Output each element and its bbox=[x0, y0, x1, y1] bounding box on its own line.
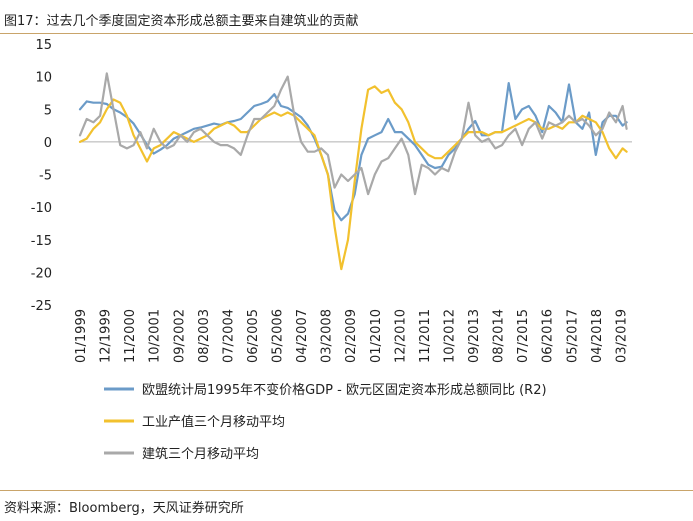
series-line-2 bbox=[78, 85, 628, 271]
x-tick-label: 12/2010 bbox=[393, 309, 408, 363]
x-tick-label: 11/2011 bbox=[418, 309, 433, 363]
x-tick-label: 05/2006 bbox=[270, 309, 285, 363]
x-tick-label: 02/2009 bbox=[344, 309, 359, 363]
line-chart: 15 10 5 0 -5 -10 -15 -20 -25 01/1999 12/1999 11/20… bbox=[31, 38, 632, 462]
x-tick-label: 12/1999 bbox=[99, 309, 114, 363]
x-tick-label: 07/2015 bbox=[516, 309, 531, 363]
x-tick-label: 10/2012 bbox=[442, 309, 457, 363]
x-tick-label: 09/2002 bbox=[172, 309, 187, 363]
x-tick-label: 03/2019 bbox=[614, 309, 629, 363]
y-tick-label: 10 bbox=[35, 71, 52, 86]
y-tick-label: 0 bbox=[44, 136, 52, 151]
y-tick-label: -10 bbox=[31, 201, 52, 216]
x-tick-label: 01/1999 bbox=[74, 309, 89, 363]
x-tick-label: 08/2003 bbox=[197, 309, 212, 363]
y-tick-label: 15 bbox=[35, 38, 52, 53]
legend-label-2: 工业产值三个月移动平均 bbox=[142, 414, 285, 430]
legend-label-3: 建筑三个月移动平均 bbox=[142, 446, 259, 462]
x-tick-label: 07/2004 bbox=[221, 309, 236, 363]
figure-title: 图17：过去几个季度固定资本形成总额主要来自建筑业的贡献 bbox=[4, 14, 359, 29]
series-lines bbox=[78, 72, 628, 271]
x-tick-label: 03/2008 bbox=[320, 309, 335, 363]
y-tick-label: -5 bbox=[39, 169, 52, 184]
x-tick-label: 10/2001 bbox=[148, 309, 163, 363]
x-axis-ticks: 01/1999 12/1999 11/2000 10/2001 09/2002 08/20… bbox=[74, 309, 629, 363]
series-line-1 bbox=[78, 81, 628, 222]
title-rule bbox=[0, 33, 693, 34]
x-tick-label: 04/2018 bbox=[590, 309, 605, 363]
y-axis-ticks: 15 10 5 0 -5 -10 -15 -20 -25 bbox=[31, 38, 52, 314]
x-tick-label: 05/2017 bbox=[565, 309, 580, 363]
x-tick-label: 09/2013 bbox=[467, 309, 482, 363]
x-tick-label: 04/2007 bbox=[295, 309, 310, 363]
x-tick-label: 01/2010 bbox=[369, 309, 384, 363]
title-bar: 图17：过去几个季度固定资本形成总额主要来自建筑业的贡献 bbox=[0, 0, 693, 36]
x-tick-label: 08/2014 bbox=[492, 309, 507, 363]
series-line-3 bbox=[78, 72, 628, 196]
y-tick-label: -15 bbox=[31, 234, 52, 249]
source-rule bbox=[0, 490, 693, 491]
y-tick-label: 5 bbox=[44, 103, 52, 118]
x-tick-label: 06/2016 bbox=[541, 309, 556, 363]
y-tick-label: -25 bbox=[31, 299, 52, 314]
legend: 欧盟统计局1995年不变价格GDP - 欧元区固定资本形成总额同比 (R2) 工业… bbox=[104, 382, 547, 462]
source-note: 资料来源：Bloomberg，天风证券研究所 bbox=[4, 501, 244, 516]
legend-label-1: 欧盟统计局1995年不变价格GDP - 欧元区固定资本形成总额同比 (R2) bbox=[142, 382, 547, 398]
y-tick-label: -20 bbox=[31, 266, 52, 281]
x-tick-label: 06/2005 bbox=[246, 309, 261, 363]
x-tick-label: 11/2000 bbox=[123, 309, 138, 363]
